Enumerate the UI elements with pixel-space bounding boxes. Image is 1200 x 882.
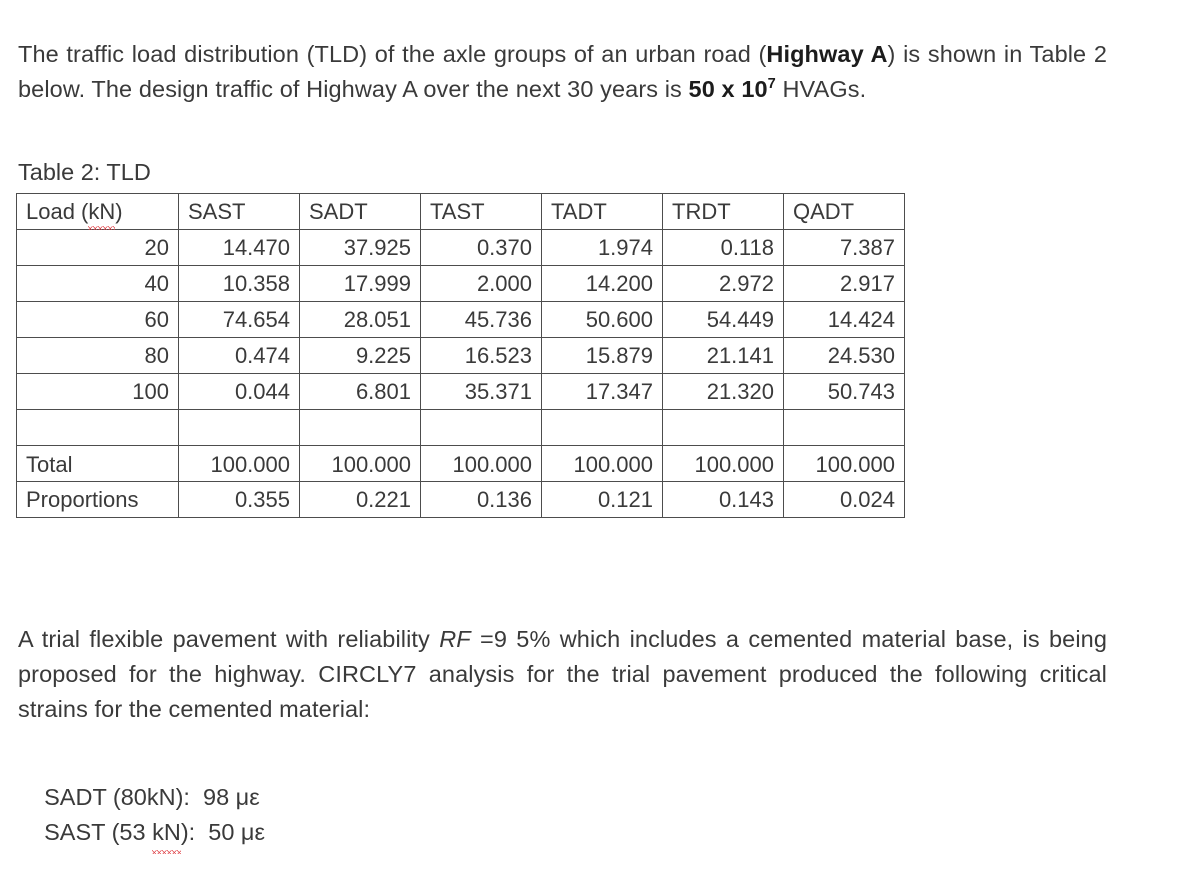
intro-text-part-3: HVAGs. [775,75,867,102]
design-traffic-base: 50 x 10 [688,75,768,102]
cell-sast: 14.470 [178,229,300,266]
cell-total-trdt: 100.000 [662,445,784,482]
cell-tadt: 50.600 [541,301,663,338]
column-header-sadt: SADT [299,193,421,230]
cell-sadt: 9.225 [299,337,421,374]
cell-total-sast: 100.000 [178,445,300,482]
table-row-empty [16,409,905,446]
table-header-row: Load (kN) SAST SADT TAST TADT TRDT QADT [16,193,905,230]
table-caption: Table 2: TLD [18,159,151,185]
cell-tast: 0.370 [420,229,542,266]
cell-tast: 2.000 [420,265,542,302]
cell-sast [178,409,300,446]
highway-a-bold: Highway A [766,40,888,67]
cell-trdt [662,409,784,446]
column-header-tast: TAST [420,193,542,230]
column-header-sast: SAST [178,193,300,230]
cell-sadt [299,409,421,446]
cell-qadt [783,409,905,446]
intro-paragraph: The traffic load distribution (TLD) of t… [18,37,1107,107]
cell-tast: 16.523 [420,337,542,374]
cell-tadt: 1.974 [541,229,663,266]
cell-sast: 10.358 [178,265,300,302]
cell-load [16,409,179,446]
cell-trdt: 0.118 [662,229,784,266]
cell-sast: 0.044 [178,373,300,410]
cell-sadt: 17.999 [299,265,421,302]
cell-total-qadt: 100.000 [783,445,905,482]
cell-load: 60 [16,301,179,338]
strain-sast-value: 50 με [208,819,265,845]
cell-trdt: 21.141 [662,337,784,374]
strain-sast-label: SAST (53 kN): [44,816,196,854]
cell-tast: 35.371 [420,373,542,410]
design-traffic-exponent: 7 [767,75,776,92]
cell-sadt: 6.801 [299,373,421,410]
strain-sadt-label: SADT (80kN): [44,784,190,810]
trial-text-part-2: =9 5% which includes a cemented material… [18,625,1108,722]
strain-line-sadt: SADT (80kN): 98 με [18,748,260,847]
cell-sadt: 28.051 [299,301,421,338]
cell-proportions-sadt: 0.221 [299,481,421,518]
load-header-prefix: Load ( [26,198,89,224]
column-header-load: Load (kN) [16,193,179,230]
table-row-total: Total 100.000 100.000 100.000 100.000 10… [16,445,905,482]
strain-sast-unit-misspelled: kN [152,816,181,854]
cell-total-tadt: 100.000 [541,445,663,482]
strain-line-sast: SAST (53 kN): 50 με [18,783,265,882]
table-row: 80 0.474 9.225 16.523 15.879 21.141 24.5… [16,337,905,374]
cell-proportions-qadt: 0.024 [783,481,905,518]
cell-tadt: 17.347 [541,373,663,410]
cell-tast [420,409,542,446]
cell-trdt: 21.320 [662,373,784,410]
cell-load: 100 [16,373,179,410]
intro-text-part-1: The traffic load distribution (TLD) of t… [18,40,767,67]
cell-total-sadt: 100.000 [299,445,421,482]
cell-tadt: 14.200 [541,265,663,302]
cell-tadt [541,409,663,446]
cell-load: 80 [16,337,179,374]
cell-sast: 74.654 [178,301,300,338]
strain-sadt-value: 98 με [203,784,260,810]
column-header-qadt: QADT [783,193,905,230]
table-row: 100 0.044 6.801 35.371 17.347 21.320 50.… [16,373,905,410]
tld-table: Load (kN) SAST SADT TAST TADT TRDT QADT … [16,193,905,518]
cell-proportions-trdt: 0.143 [662,481,784,518]
cell-tast: 45.736 [420,301,542,338]
load-header-unit-misspelled: kN [88,198,116,230]
cell-tadt: 15.879 [541,337,663,374]
cell-qadt: 7.387 [783,229,905,266]
column-header-tadt: TADT [541,193,663,230]
strain-sast-label-suffix: ): [180,819,196,845]
table-row: 60 74.654 28.051 45.736 50.600 54.449 14… [16,301,905,338]
cell-trdt: 54.449 [662,301,784,338]
table-row: 40 10.358 17.999 2.000 14.200 2.972 2.91… [16,265,905,302]
cell-proportions-tast: 0.136 [420,481,542,518]
cell-proportions-tadt: 0.121 [541,481,663,518]
cell-total-label: Total [16,445,179,482]
trial-pavement-paragraph: A trial flexible pavement with reliabili… [18,622,1107,727]
cell-qadt: 50.743 [783,373,905,410]
table-row: 20 14.470 37.925 0.370 1.974 0.118 7.387 [16,229,905,266]
table-row-proportions: Proportions 0.355 0.221 0.136 0.121 0.14… [16,481,905,518]
cell-trdt: 2.972 [662,265,784,302]
document-page: The traffic load distribution (TLD) of t… [16,37,1107,854]
cell-load: 40 [16,265,179,302]
cell-qadt: 24.530 [783,337,905,374]
cell-sadt: 37.925 [299,229,421,266]
cell-sast: 0.474 [178,337,300,374]
column-header-trdt: TRDT [662,193,784,230]
cell-qadt: 2.917 [783,265,905,302]
cell-load: 20 [16,229,179,266]
design-traffic-value: 50 x 107 [689,76,776,102]
rf-italic: RF [439,625,471,652]
strain-sast-label-prefix: SAST (53 [44,819,153,845]
cell-proportions-sast: 0.355 [178,481,300,518]
intro-text-part-2: ) is shown in Table 2 below. The design … [18,40,1107,102]
cell-proportions-label: Proportions [16,481,179,518]
load-header-suffix: ) [115,198,123,224]
trial-text-part-1: A trial flexible pavement with reliabili… [18,625,440,652]
cell-qadt: 14.424 [783,301,905,338]
cell-total-tast: 100.000 [420,445,542,482]
